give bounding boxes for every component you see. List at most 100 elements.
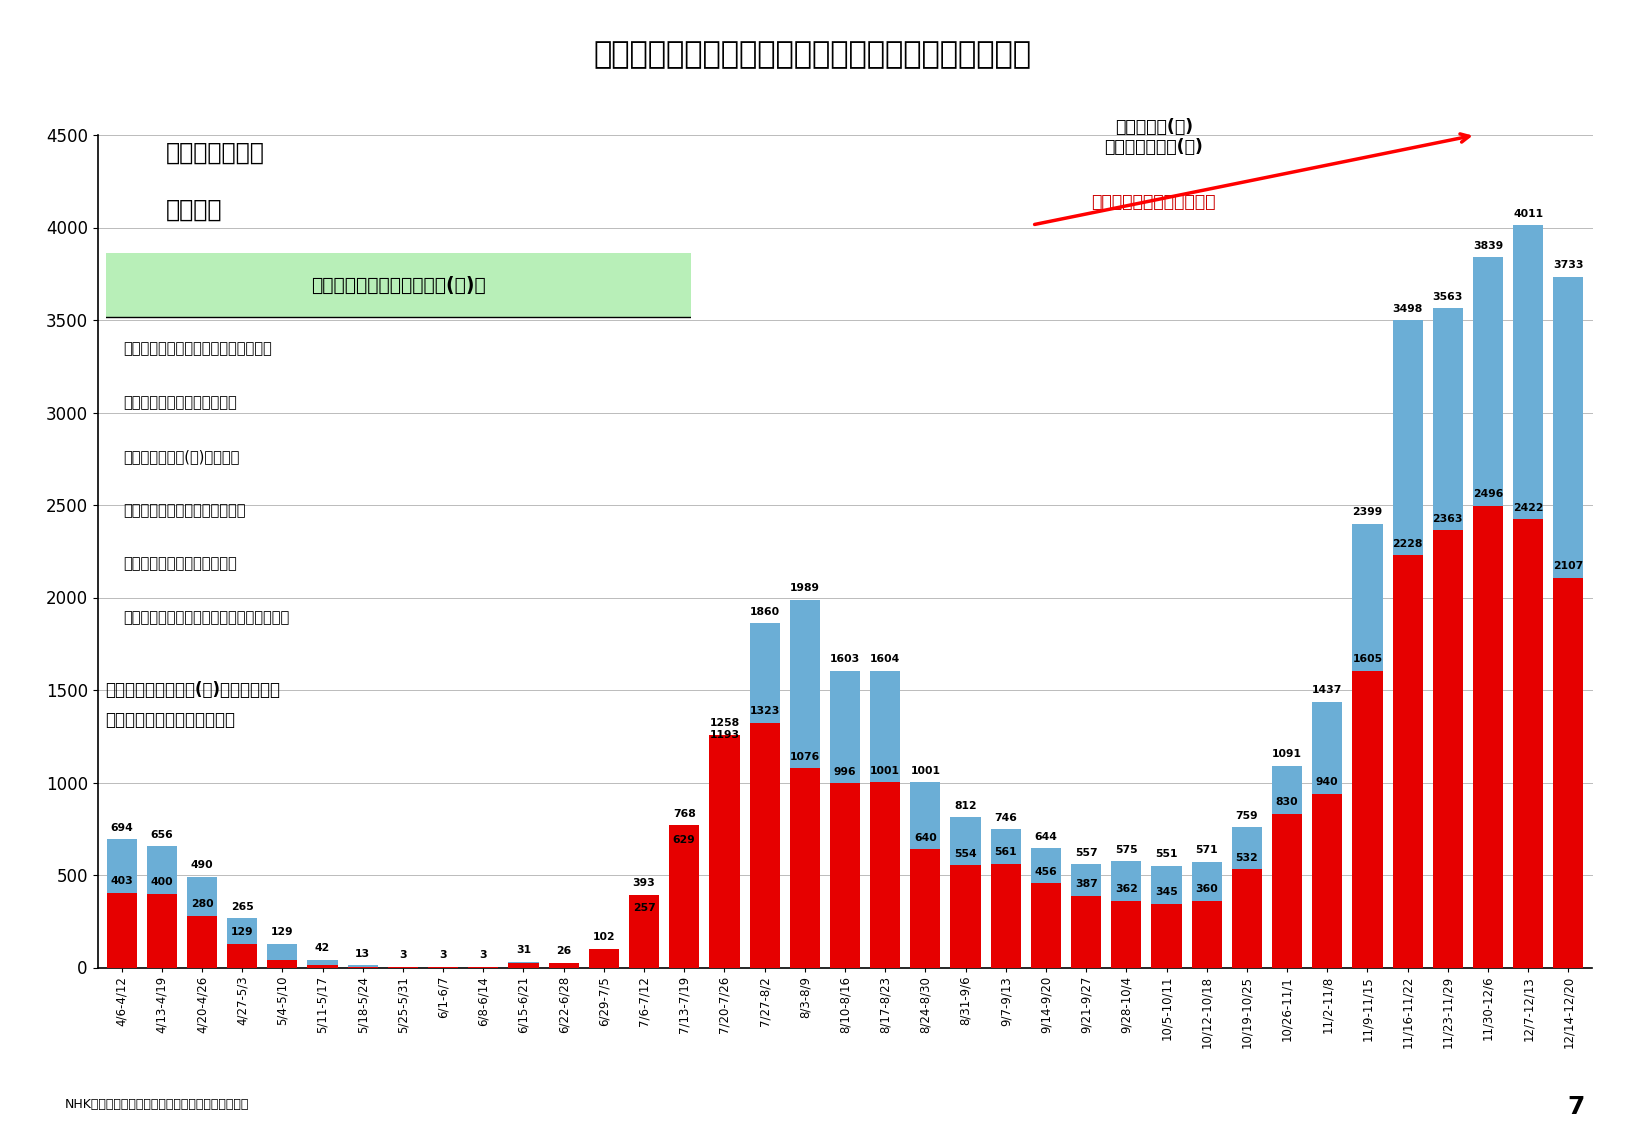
- Text: 694: 694: [111, 822, 133, 832]
- Text: 3: 3: [479, 951, 488, 961]
- Text: 1323: 1323: [749, 706, 780, 717]
- FancyBboxPatch shape: [106, 253, 691, 317]
- Bar: [1191, 862, 1222, 968]
- Bar: [549, 963, 578, 968]
- Text: 561: 561: [994, 847, 1017, 857]
- Bar: [869, 670, 900, 968]
- Text: 557: 557: [1074, 848, 1097, 858]
- Bar: [588, 948, 619, 968]
- Bar: [1272, 814, 1302, 968]
- Text: 1258: 1258: [710, 718, 739, 728]
- Bar: [307, 965, 338, 968]
- Bar: [187, 916, 218, 967]
- Bar: [146, 893, 177, 968]
- Text: ＝７日連続で重症病床使用率６０％未満: ＝７日連続で重症病床使用率６０％未満: [124, 611, 289, 626]
- Bar: [1071, 864, 1102, 968]
- Bar: [629, 894, 660, 968]
- Text: 940: 940: [1316, 777, 1339, 787]
- Bar: [266, 960, 297, 968]
- Text: 1604: 1604: [869, 655, 900, 664]
- Text: 1091: 1091: [1272, 749, 1302, 759]
- Bar: [1311, 793, 1342, 968]
- Text: 996: 996: [834, 767, 856, 776]
- Text: （今月２９日(火)までに）: （今月２９日(火)までに）: [124, 449, 239, 463]
- Text: 403: 403: [111, 876, 133, 886]
- Text: 京都府：１月１１日(月)まで京都市内: 京都府：１月１１日(月)まで京都市内: [106, 681, 281, 699]
- Text: 3733: 3733: [1554, 260, 1584, 270]
- Bar: [1472, 506, 1503, 968]
- Text: 554: 554: [954, 848, 977, 858]
- Text: １２月７日(月)
～１２月１３日(日): １２月７日(月) ～１２月１３日(日): [1105, 118, 1202, 156]
- Text: 656: 656: [151, 829, 174, 839]
- Bar: [1112, 861, 1141, 968]
- Text: 575: 575: [1115, 845, 1137, 855]
- Text: 551: 551: [1155, 849, 1178, 860]
- Text: 4011: 4011: [1513, 209, 1544, 219]
- Text: 387: 387: [1074, 880, 1097, 890]
- Bar: [1472, 258, 1503, 968]
- Bar: [1393, 556, 1424, 968]
- Text: 2422: 2422: [1513, 503, 1544, 513]
- Text: 3498: 3498: [1393, 304, 1424, 314]
- Bar: [187, 876, 218, 968]
- Bar: [1030, 848, 1061, 968]
- Bar: [1393, 321, 1424, 968]
- Text: 129: 129: [271, 927, 294, 937]
- Text: 265: 265: [231, 902, 254, 912]
- Bar: [830, 670, 860, 968]
- Text: ・営業時間短縮の要請を延長: ・営業時間短縮の要請を延長: [124, 395, 237, 410]
- Text: 1193: 1193: [710, 730, 739, 740]
- Bar: [1554, 578, 1583, 968]
- Text: 532: 532: [1235, 853, 1258, 863]
- Text: 257: 257: [632, 903, 655, 914]
- Text: 345: 345: [1155, 888, 1178, 898]
- Text: 42: 42: [315, 943, 330, 953]
- Bar: [629, 920, 660, 967]
- Text: 1001: 1001: [871, 766, 900, 776]
- Bar: [1513, 225, 1544, 967]
- Text: 1603: 1603: [830, 655, 860, 665]
- Text: 362: 362: [1115, 884, 1137, 894]
- Text: 2363: 2363: [1433, 514, 1462, 524]
- Bar: [1272, 766, 1302, 968]
- Text: NHK「新型コロナウイルス　特設サイト」から引用: NHK「新型コロナウイルス 特設サイト」から引用: [65, 1098, 249, 1112]
- Bar: [710, 735, 739, 968]
- Text: 571: 571: [1196, 845, 1219, 855]
- Text: 26: 26: [556, 946, 572, 956]
- Bar: [107, 893, 136, 968]
- Text: 1605: 1605: [1352, 654, 1383, 664]
- Bar: [1433, 530, 1462, 968]
- Text: 830: 830: [1276, 798, 1298, 808]
- Text: 360: 360: [1196, 884, 1219, 894]
- Text: 812: 812: [954, 801, 977, 811]
- Bar: [1311, 702, 1342, 968]
- Bar: [307, 960, 338, 968]
- Text: 1076: 1076: [790, 752, 821, 762]
- Bar: [1152, 865, 1181, 968]
- Bar: [1030, 883, 1061, 968]
- Bar: [509, 963, 538, 968]
- Text: 640: 640: [913, 832, 936, 843]
- Text: 456: 456: [1035, 866, 1058, 876]
- Text: 1989: 1989: [790, 583, 819, 593]
- Text: 2228: 2228: [1393, 539, 1424, 549]
- Text: 大阪府の主な対応（１４日(月)）: 大阪府の主な対応（１４日(月)）: [310, 276, 486, 295]
- Bar: [588, 948, 619, 968]
- Text: の飲食店に時短要請: の飲食店に時短要請: [106, 711, 236, 729]
- Text: 3: 3: [400, 951, 406, 961]
- Bar: [1112, 900, 1141, 967]
- Text: 1437: 1437: [1311, 685, 1342, 695]
- Text: 129: 129: [231, 927, 254, 937]
- Text: 759: 759: [1235, 811, 1258, 820]
- Bar: [991, 829, 1020, 968]
- Text: 400: 400: [151, 878, 174, 886]
- Text: 3563: 3563: [1433, 291, 1462, 302]
- Bar: [951, 817, 980, 968]
- Bar: [710, 747, 739, 968]
- Bar: [549, 963, 578, 968]
- Bar: [991, 864, 1020, 968]
- Text: ・警戒「黄」信号以降の条件: ・警戒「黄」信号以降の条件: [124, 557, 237, 572]
- Bar: [1513, 520, 1544, 968]
- Text: 7: 7: [1566, 1095, 1584, 1118]
- Bar: [1232, 827, 1263, 968]
